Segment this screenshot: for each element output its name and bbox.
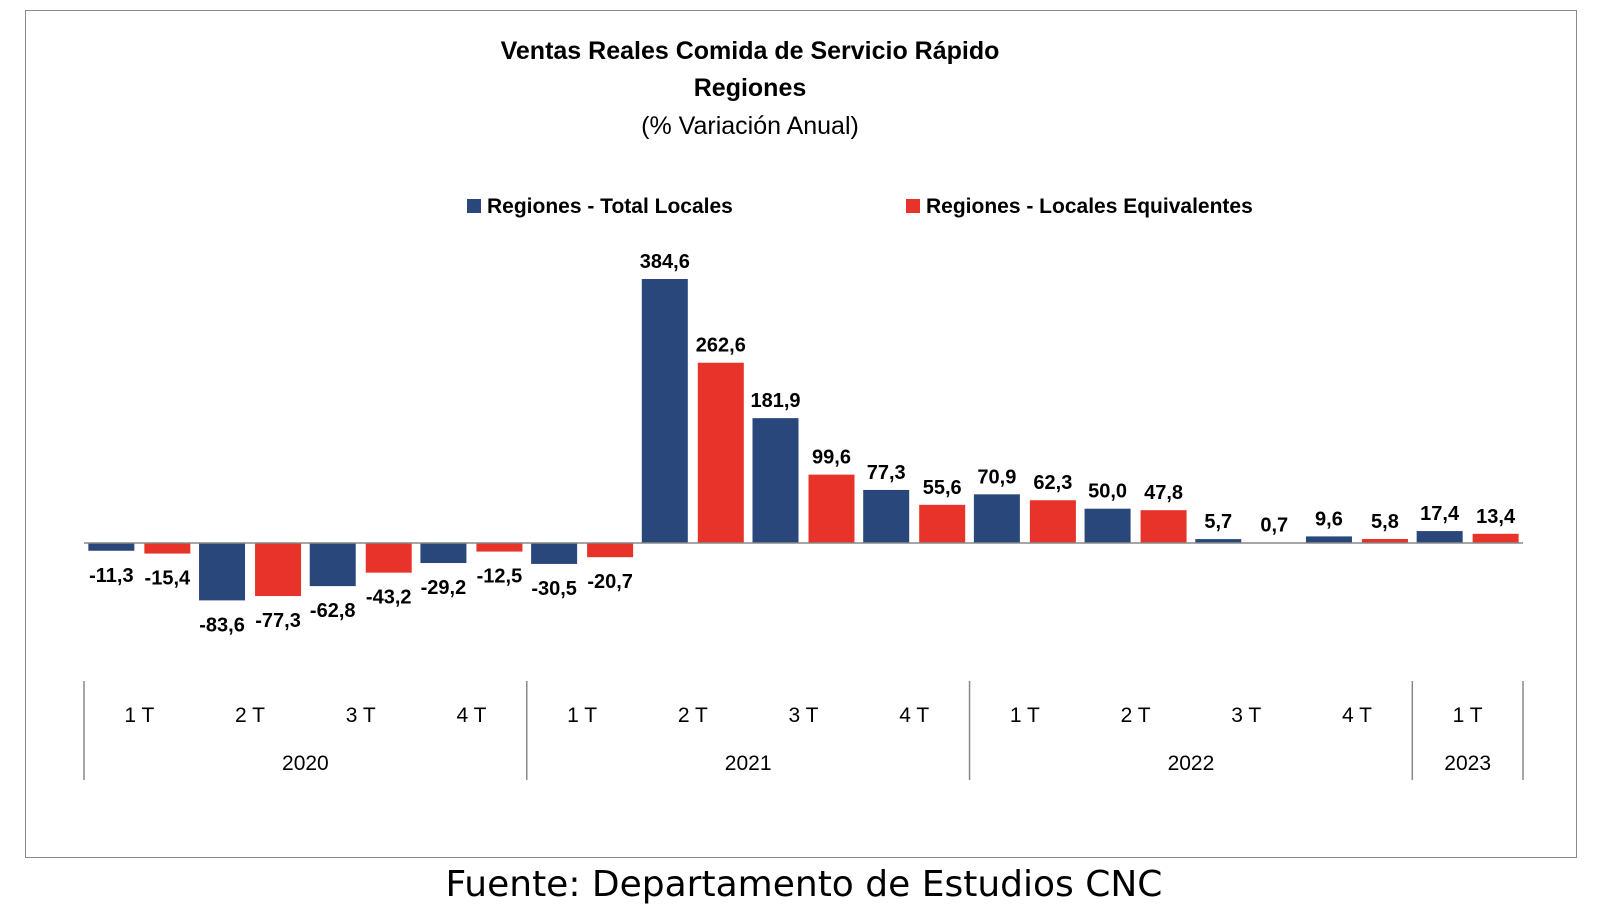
chart-frame	[25, 10, 1577, 858]
chart-title: Ventas Reales Comida de Servicio Rápido	[501, 37, 1000, 65]
category-label-8: 1 T	[1010, 704, 1040, 727]
data-label-equiv-2: -43,2	[366, 587, 412, 609]
bar-total-8	[973, 494, 1020, 543]
bar-equiv-5	[697, 362, 744, 543]
data-label-total-4: -30,5	[531, 578, 577, 600]
category-label-2: 3 T	[346, 704, 376, 727]
data-label-total-12: 17,4	[1420, 503, 1460, 525]
bar-equiv-3	[476, 543, 523, 552]
bar-equiv-2	[365, 543, 412, 573]
data-label-equiv-3: -12,5	[477, 566, 523, 588]
bar-equiv-9	[1140, 510, 1187, 543]
legend-label-total-locales: Regiones - Total Locales	[487, 195, 733, 218]
category-label-7: 4 T	[899, 704, 929, 727]
data-label-equiv-10: 0,7	[1260, 515, 1288, 537]
data-label-equiv-5: 262,6	[696, 335, 746, 357]
data-label-equiv-7: 55,6	[923, 477, 962, 499]
bar-equiv-7	[919, 504, 966, 543]
bar-total-0	[88, 543, 135, 551]
data-label-equiv-11: 5,8	[1371, 511, 1399, 533]
bar-total-10	[1195, 539, 1242, 543]
chart-title-line2: Regiones	[694, 74, 807, 102]
bar-equiv-0	[144, 543, 191, 554]
bar-total-3	[420, 543, 467, 564]
data-label-equiv-12: 13,4	[1476, 506, 1516, 528]
chart-subtitle: (% Variación Anual)	[641, 112, 859, 140]
legend-label-locales-equivalentes: Regiones - Locales Equivalentes	[926, 195, 1253, 218]
legend-swatch-locales-equivalentes	[906, 199, 920, 213]
category-label-9: 2 T	[1121, 704, 1151, 727]
data-label-total-10: 5,7	[1204, 511, 1232, 533]
data-label-equiv-4: -20,7	[587, 571, 633, 593]
data-label-total-6: 181,9	[750, 390, 800, 412]
data-label-total-3: -29,2	[421, 577, 467, 599]
category-label-0: 1 T	[124, 704, 154, 727]
data-label-total-11: 9,6	[1315, 508, 1343, 530]
data-label-total-0: -11,3	[89, 565, 133, 587]
legend-swatch-total-locales	[467, 199, 481, 213]
category-label-11: 4 T	[1342, 704, 1372, 727]
bar-total-4	[531, 543, 578, 564]
category-label-12: 1 T	[1453, 704, 1483, 727]
year-label-2023: 2023	[1444, 752, 1491, 775]
bar-total-7	[863, 489, 910, 543]
bar-total-2	[309, 543, 356, 587]
data-label-total-1: -83,6	[199, 614, 245, 636]
bar-total-11	[1305, 536, 1352, 543]
year-label-2020: 2020	[282, 752, 329, 775]
data-label-total-7: 77,3	[867, 462, 906, 484]
category-label-4: 1 T	[567, 704, 597, 727]
data-label-total-2: -62,8	[310, 600, 356, 622]
legend: Regiones - Total Locales Regiones - Loca…	[467, 195, 1253, 218]
category-label-10: 3 T	[1231, 704, 1261, 727]
bar-equiv-4	[587, 543, 634, 558]
bar-total-6	[752, 418, 799, 543]
data-label-equiv-9: 47,8	[1144, 482, 1183, 504]
category-label-1: 2 T	[235, 704, 265, 727]
year-label-2022: 2022	[1168, 752, 1215, 775]
data-label-total-8: 70,9	[977, 466, 1016, 488]
bar-total-12	[1416, 531, 1463, 543]
data-label-equiv-8: 62,3	[1033, 472, 1072, 494]
bar-total-1	[199, 543, 246, 601]
data-label-equiv-1: -77,3	[255, 610, 301, 632]
year-label-2021: 2021	[725, 752, 772, 775]
source-note: Fuente: Departamento de Estudios CNC	[445, 864, 1163, 905]
category-label-6: 3 T	[789, 704, 819, 727]
bar-equiv-11	[1361, 539, 1408, 543]
category-label-5: 2 T	[678, 704, 708, 727]
bar-chart: Ventas Reales Comida de Servicio Rápido …	[83, 37, 1524, 780]
bar-equiv-8	[1029, 500, 1076, 543]
data-label-total-9: 50,0	[1088, 481, 1127, 503]
bar-equiv-1	[255, 543, 302, 597]
data-label-equiv-0: -15,4	[145, 568, 191, 590]
bar-total-5	[641, 279, 688, 543]
data-label-total-5: 384,6	[640, 251, 690, 273]
bar-total-9	[1084, 508, 1131, 543]
category-label-3: 4 T	[456, 704, 486, 727]
bar-equiv-6	[808, 474, 855, 543]
plot-area: -11,3 -83,6 -62,8 -29,2 -30,5 384,6 181,9 77,3 7…	[83, 251, 1524, 780]
bar-equiv-12	[1472, 533, 1519, 543]
data-label-equiv-6: 99,6	[812, 447, 851, 469]
